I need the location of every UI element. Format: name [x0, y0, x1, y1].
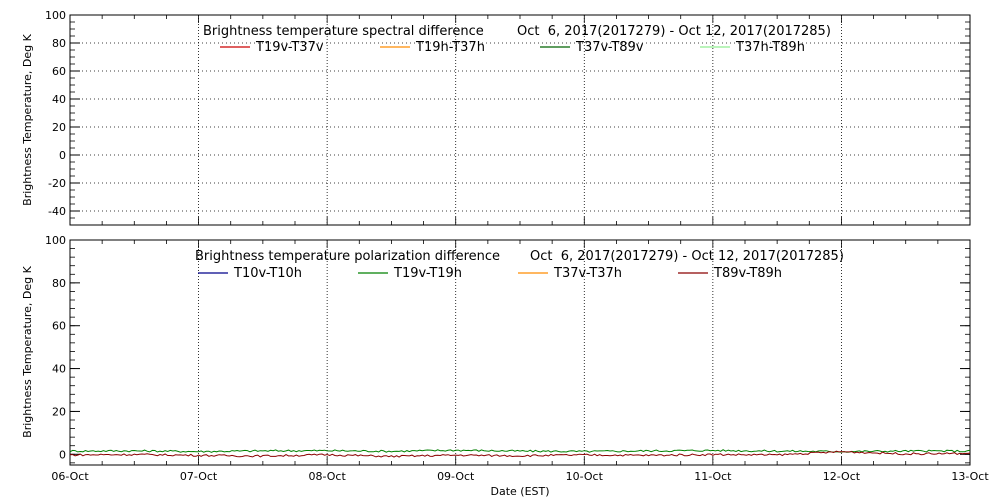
x-tick-label: 09-Oct: [437, 470, 475, 483]
y-tick-label: 40: [52, 93, 66, 106]
y-tick-label: 20: [52, 121, 66, 134]
polarization-difference-panel: 0 20 40 60 80 100 Brightness temperature pola…: [21, 234, 989, 498]
x-tick-label: 06-Oct: [51, 470, 89, 483]
y-tick-label: -20: [48, 177, 66, 190]
bottom-legend: T10v-T10h T19v-T19h T37v-T37h T89v-T89h: [198, 266, 782, 281]
y-tick-label: 20: [52, 405, 66, 418]
y-tick-label: 0: [59, 149, 66, 162]
y-tick-label: 40: [52, 363, 66, 376]
y-tick-label: 100: [45, 9, 66, 22]
x-axis-title: Date (EST): [490, 485, 549, 498]
legend-label: T19h-T37h: [415, 40, 485, 55]
x-tick-label: 12-Oct: [823, 470, 861, 483]
bottom-series: [69, 449, 971, 458]
y-tick-label: 100: [45, 234, 66, 247]
spectral-difference-panel: -40 -20 0 20 40 60 80 100 Brightness temperatur…: [21, 9, 971, 226]
x-tick-label: 13-Oct: [951, 470, 989, 483]
y-tick-label: 80: [52, 277, 66, 290]
top-plot-frame: [69, 14, 971, 226]
bottom-y-axis-title: Brightness Temperature, Deg K: [21, 265, 34, 437]
bottom-ticks: 0 20 40 60 80 100: [45, 234, 971, 465]
x-tick-label: 11-Oct: [694, 470, 732, 483]
x-tick-label: 08-Oct: [308, 470, 346, 483]
bottom-plot-frame: [69, 239, 971, 466]
top-grid: [70, 15, 970, 225]
x-tick-label: 07-Oct: [180, 470, 218, 483]
y-tick-label: 60: [52, 65, 66, 78]
legend-label: T89v-T89h: [713, 266, 782, 281]
x-tick-label: 10-Oct: [566, 470, 604, 483]
legend-label: T19v-T19h: [393, 266, 462, 281]
top-legend: T19v-T37v T19h-T37h T37v-T89v T37h-T89h: [220, 40, 805, 55]
series-line: [69, 450, 971, 458]
legend-label: T37v-T37h: [553, 266, 622, 281]
bottom-x-tick-labels: 06-Oct 07-Oct 08-Oct 09-Oct 10-Oct 11-Oct 12-O…: [51, 470, 989, 483]
y-tick-label: 0: [59, 448, 66, 461]
top-date-range: Oct 6, 2017(2017279) - Oct 12, 2017(2017…: [517, 24, 831, 39]
y-tick-label: 60: [52, 320, 66, 333]
legend-label: T37h-T89h: [735, 40, 805, 55]
top-y-axis-title: Brightness Temperature, Deg K: [21, 33, 34, 205]
legend-label: T19v-T37v: [255, 40, 324, 55]
series-line: [69, 449, 971, 453]
y-tick-label: -40: [48, 205, 66, 218]
y-tick-label: 80: [52, 37, 66, 50]
bottom-date-range: Oct 6, 2017(2017279) - Oct 12, 2017(2017…: [530, 249, 844, 264]
bottom-title: Brightness temperature polarization diff…: [195, 249, 500, 264]
legend-label: T10v-T10h: [233, 266, 302, 281]
legend-label: T37v-T89v: [575, 40, 644, 55]
top-ticks: -40 -20 0 20 40 60 80 100: [45, 9, 971, 226]
top-title: Brightness temperature spectral differen…: [203, 24, 484, 39]
